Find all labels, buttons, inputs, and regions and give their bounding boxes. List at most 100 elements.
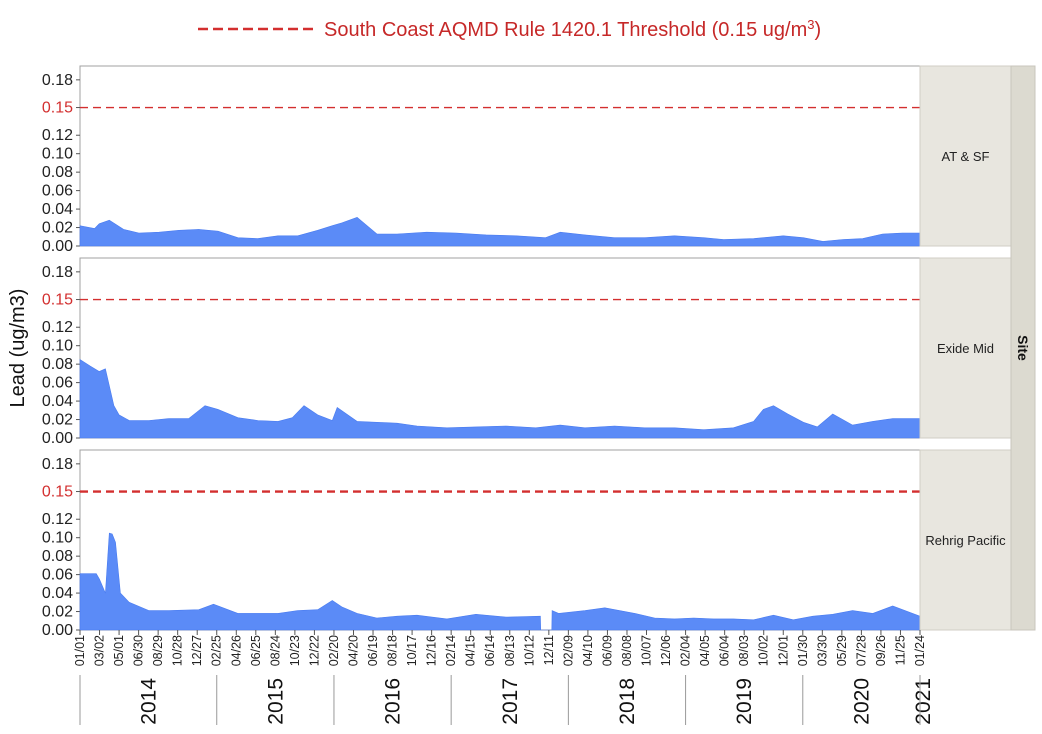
year-label: 2020 — [850, 678, 873, 725]
year-label: 2016 — [382, 678, 405, 725]
facet-label: AT & SF — [942, 149, 990, 164]
x-tick-label: 04/20 — [346, 635, 360, 666]
x-tick-label: 04/05 — [698, 635, 712, 666]
legend-threshold-main: South Coast AQMD Rule 1420.1 Threshold (… — [324, 19, 807, 41]
x-tick-label: 03/02 — [93, 635, 107, 666]
y-tick-label: 0.04 — [42, 201, 73, 218]
legend-threshold-text: South Coast AQMD Rule 1420.1 Threshold (… — [324, 17, 821, 42]
x-tick-label: 02/14 — [444, 635, 458, 666]
x-tick-label: 06/09 — [600, 635, 614, 666]
facet-label: Rehrig Pacific — [925, 533, 1006, 548]
x-tick-label: 08/29 — [151, 635, 165, 666]
x-tick-label: 03/30 — [815, 635, 829, 666]
x-tick-label: 10/23 — [288, 635, 302, 666]
x-tick-label: 06/19 — [366, 635, 380, 666]
y-tick-label: 0.10 — [42, 338, 73, 355]
x-tick-label: 01/24 — [913, 635, 927, 666]
x-tick-label: 12/16 — [425, 635, 439, 666]
facet-strip-bg — [1010, 65, 1036, 631]
y-tick-label: 0.15 — [42, 100, 73, 117]
x-tick-label: 06/25 — [249, 635, 263, 666]
panel-frame — [79, 65, 921, 247]
x-tick-label: 06/14 — [483, 635, 497, 666]
y-tick-label: 0.18 — [42, 264, 73, 281]
x-tick-label: 01/30 — [796, 635, 810, 666]
x-tick-label: 04/10 — [581, 635, 595, 666]
series-area — [79, 358, 921, 439]
legend-threshold-end: ) — [814, 19, 821, 41]
x-tick-label: 12/06 — [659, 635, 673, 666]
x-tick-label: 05/01 — [112, 635, 126, 666]
x-tick-label: 07/28 — [854, 635, 868, 666]
x-tick-label: 10/28 — [171, 635, 185, 666]
year-label: 2018 — [616, 678, 639, 725]
y-tick-label: 0.04 — [42, 585, 73, 602]
y-tick-label: 0.06 — [42, 183, 73, 200]
legend-threshold-sup: 3 — [807, 17, 814, 32]
y-tick-label: 0.00 — [42, 238, 73, 255]
x-tick-label: 02/09 — [561, 635, 575, 666]
y-tick-label: 0.02 — [42, 220, 73, 237]
x-axis: 01/01 03/02 05/01 06/30 08/29 10/28 12/27 02/25… — [73, 630, 935, 725]
x-tick-label: 12/27 — [190, 635, 204, 666]
x-tick-label: 05/29 — [835, 635, 849, 666]
y-tick-label: 0.02 — [42, 412, 73, 429]
x-tick-label: 12/11 — [542, 635, 556, 665]
y-tick-label: 0.12 — [42, 319, 73, 336]
y-tick-label: 0.08 — [42, 356, 73, 373]
facet-label: Exide Mid — [937, 341, 994, 356]
panel-frame — [79, 257, 921, 439]
facet-label-cell — [919, 65, 1012, 247]
legend: South Coast AQMD Rule 1420.1 Threshold (… — [198, 17, 821, 42]
panel-3: 0.000.02 0.040.06 0.080.10 0.12 0.15 0.18 Rehr… — [42, 449, 1012, 639]
facet-strip: Site — [1010, 65, 1036, 631]
x-tick-label: 09/26 — [874, 635, 888, 666]
year-label: 2019 — [733, 678, 756, 725]
year-label: 2015 — [264, 678, 287, 725]
x-tick-label: 02/25 — [210, 635, 224, 666]
y-tick-label: 0.18 — [42, 456, 73, 473]
x-tick-label: 04/26 — [229, 635, 243, 666]
y-tick-label: 0.10 — [42, 146, 73, 163]
x-tick-label: 08/18 — [386, 635, 400, 666]
x-tick-label: 12/22 — [307, 635, 321, 666]
x-tick-label: 06/04 — [718, 635, 732, 666]
y-axis-label: Lead (ug/m3) — [7, 289, 29, 408]
y-tick-label: 0.00 — [42, 430, 73, 447]
y-tick-label: 0.02 — [42, 604, 73, 621]
series-area — [79, 532, 921, 631]
y-tick-label: 0.00 — [42, 622, 73, 639]
x-tick-label: 12/01 — [776, 635, 790, 666]
x-tick-label: 04/15 — [464, 635, 478, 666]
x-tick-label: 10/07 — [640, 635, 654, 666]
x-tick-label: 08/24 — [268, 635, 282, 666]
x-tick-label: 10/17 — [405, 635, 419, 666]
y-tick-label: 0.15 — [42, 292, 73, 309]
x-tick-label: 02/04 — [679, 635, 693, 666]
y-tick-label: 0.08 — [42, 164, 73, 181]
facet-label-cell — [919, 449, 1012, 631]
y-tick-label: 0.12 — [42, 127, 73, 144]
x-tick-label: 08/13 — [503, 635, 517, 666]
y-tick-label: 0.12 — [42, 511, 73, 528]
x-tick-label: 01/01 — [73, 635, 87, 666]
y-tick-label: 0.04 — [42, 393, 73, 410]
year-label: 2017 — [499, 678, 522, 725]
x-tick-label: 10/02 — [757, 635, 771, 666]
x-tick-label: 11/25 — [893, 635, 907, 665]
y-tick-label: 0.06 — [42, 375, 73, 392]
facet-strip-title: Site — [1015, 335, 1031, 361]
year-label: 2014 — [137, 678, 160, 725]
panel-2: 0.000.02 0.040.06 0.080.10 0.12 0.15 0.18 Exid… — [42, 257, 1012, 447]
y-tick-label: 0.18 — [42, 72, 73, 89]
panel-frame — [79, 449, 921, 631]
x-tick-label: 06/30 — [132, 635, 146, 666]
x-tick-label: 08/08 — [620, 635, 634, 666]
x-tick-label: 10/12 — [522, 635, 536, 666]
series-area — [79, 217, 921, 247]
panel-1: 0.000.02 0.040.06 0.080.10 0.12 0.15 0.18 AT &… — [42, 65, 1012, 255]
year-label: 2021 — [912, 678, 935, 725]
x-tick-label: 08/03 — [737, 635, 751, 666]
